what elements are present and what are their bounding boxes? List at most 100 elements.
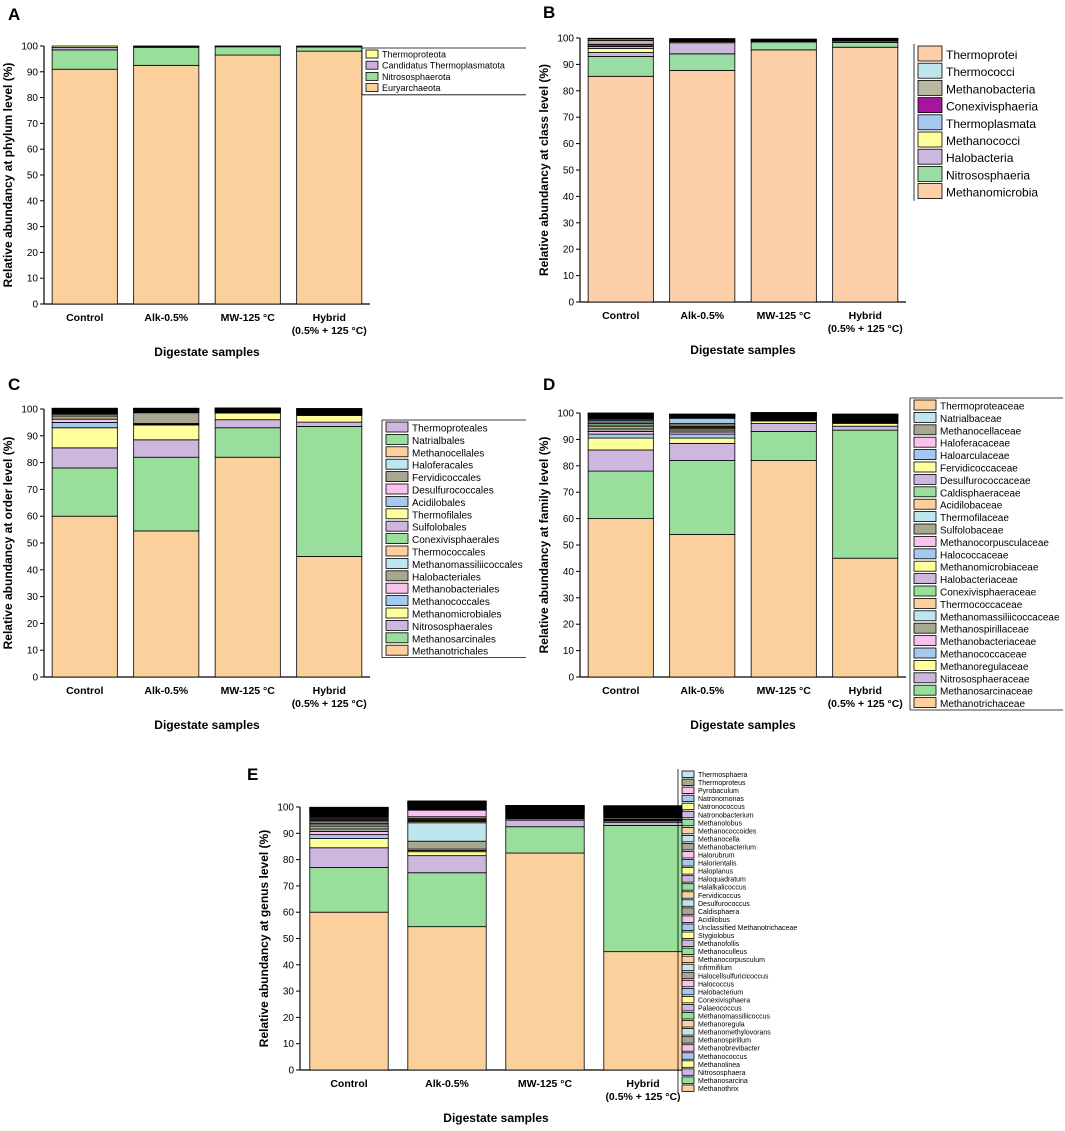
legend-label: Acidilobus (698, 917, 730, 924)
legend-swatch (917, 148, 943, 165)
panel-b: B 0 10 20 30 40 50 60 70 80 90 100 Relative abundanc… (537, 3, 1038, 357)
legend-label: Acidilobaceae (940, 501, 1003, 512)
y-tick-label: 40 (283, 960, 295, 971)
legend-label: Halobacteriales (412, 572, 481, 583)
bar-segment-methanomethylovorans (407, 822, 487, 842)
y-tick-label: 90 (563, 435, 575, 446)
legend-item: Nitrososphaeraceae (913, 672, 1030, 685)
legend-swatch (913, 461, 937, 473)
legend-item: Halococcus (681, 979, 735, 988)
legend-swatch (681, 883, 695, 891)
bar-segment-thermoproteota (296, 45, 363, 47)
bar-segment-methanomicrobiales (133, 424, 200, 441)
legend-item: Conexivisphaera (681, 996, 750, 1004)
legend-item: Methanoregulaceae (913, 660, 1029, 673)
legend-swatch (385, 446, 409, 458)
legend-label: Halobacteriaceae (940, 575, 1018, 586)
bar-segment-halobacteriales (133, 412, 200, 424)
x-tick-label: Hybrid (626, 1078, 659, 1090)
bar-segment-nitrososphaera (407, 855, 487, 874)
bar-segment-methanobacteria (587, 39, 654, 45)
bar-segment-methanococcaceae (587, 433, 654, 439)
legend-label: Methanosarcinales (412, 634, 496, 645)
legend-item: Methanoculleus (681, 947, 748, 956)
legend-swatch (913, 449, 937, 461)
legend-label: Haloarculaceae (940, 451, 1010, 462)
bar-stack-control (51, 407, 118, 678)
bar-stack-alk-0-5 (669, 413, 736, 678)
bar-segment-methanomicrobiales (296, 415, 363, 423)
legend-label: Conexivisphaeria (946, 100, 1038, 114)
legend-label: Methanocorpusculum (698, 957, 765, 964)
legend-item: Halobacterium (681, 987, 743, 996)
legend-swatch (913, 473, 937, 485)
y-tick-label: 40 (563, 567, 575, 578)
panel-letter: D (543, 375, 555, 394)
legend-item: Methanotrichales (385, 644, 488, 658)
legend-label: Halobacteria (946, 151, 1014, 165)
legend-label: Methanoculleus (698, 949, 748, 956)
legend-swatch (681, 802, 695, 811)
legend-swatch (913, 424, 937, 436)
bar-segment-methanosarcinaceae (587, 470, 654, 519)
bar-segment-halobacteriales (51, 415, 118, 420)
bar-segment-methanosarcinaceae (832, 429, 899, 559)
legend-item: Methanomicrobiales (385, 607, 502, 621)
x-tick-label: MW-125 °C (757, 310, 812, 322)
legend-label: Methanofollis (698, 941, 740, 948)
legend-label: Thermosphaera (698, 772, 748, 779)
panel-letter: E (247, 765, 258, 784)
legend-swatch (913, 672, 937, 684)
y-tick-label: 0 (32, 673, 38, 684)
legend-item: Thermofilales (385, 508, 472, 521)
y-tick-label: 70 (27, 119, 39, 130)
legend-item: Halalkalicoccus (681, 883, 747, 892)
legend-item: Halorientalis (681, 859, 737, 868)
legend-item: Methanoregula (681, 1020, 745, 1029)
y-tick-label: 0 (568, 673, 574, 684)
legend-item: Methanocellaceae (913, 424, 1022, 437)
legend-swatch (385, 644, 409, 656)
legend-swatch (681, 835, 695, 843)
legend-item: Thermosphaera (681, 770, 748, 779)
legend-item: Methanomassiliicoccus (681, 1012, 770, 1021)
legend-swatch (385, 508, 409, 520)
y-tick-label: 0 (288, 1066, 294, 1077)
legend-swatch (681, 947, 695, 955)
legend-swatch (681, 778, 695, 786)
legend-swatch (913, 436, 937, 448)
legend-swatch (681, 843, 695, 851)
legend-label: Methanotrichaceae (940, 699, 1025, 710)
x-tick-label: Control (602, 310, 639, 322)
legend-item: Methanococcaceae (913, 647, 1027, 661)
legend-swatch (385, 545, 409, 557)
legend-swatch (681, 923, 695, 931)
legend-swatch (917, 131, 943, 148)
legend-swatch (681, 971, 695, 980)
legend-swatch (917, 165, 943, 182)
y-axis-title: Relative abundancy at class level (%) (537, 64, 551, 276)
legend-swatch (681, 939, 695, 947)
legend-label: Methanocellales (412, 448, 484, 459)
legend-swatch (913, 697, 937, 708)
legend-item: Haloferacaceae (913, 436, 1010, 450)
legend-label: Conexivisphaeraceae (940, 588, 1037, 599)
legend-item: Methanotrichaceae (913, 697, 1025, 710)
legend-item: Methanospirillum (681, 1036, 751, 1045)
legend-item: Sulfolobales (385, 520, 466, 534)
legend-label: Methanococcoides (698, 828, 757, 835)
legend-swatch (365, 72, 379, 81)
legend-swatch (681, 770, 695, 778)
bar-segment-methanotrichales (214, 456, 281, 678)
legend-swatch (913, 647, 937, 659)
legend-swatch (681, 818, 695, 827)
x-tick-label: MW-125 °C (757, 685, 812, 697)
bar-segment-nitrososphaeria (750, 41, 817, 51)
bar-segment-methanolinea (309, 838, 389, 849)
legend-item: Desulfurococcus (681, 899, 750, 908)
legend-swatch (913, 610, 937, 622)
legend: ThermosphaeraThermoproteusPyrobaculumNat… (677, 769, 797, 1093)
legend-swatch (913, 560, 937, 572)
y-tick-label: 50 (563, 166, 575, 177)
bar-segment-methanolinea (407, 851, 487, 857)
